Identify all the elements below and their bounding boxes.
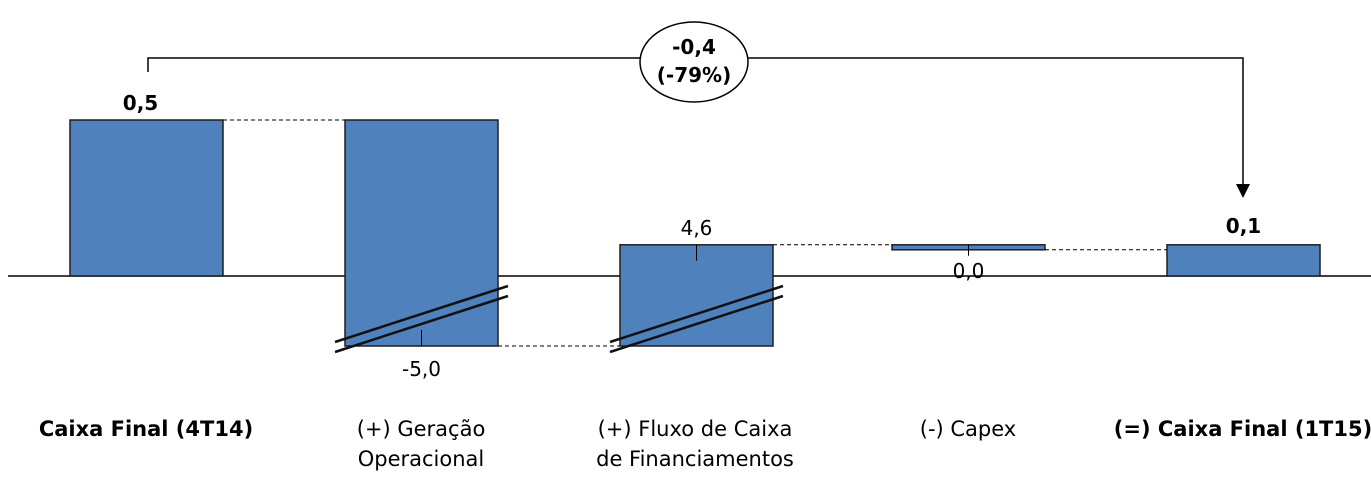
- value-label-3: 0,0: [953, 259, 985, 283]
- change-annotation-percent: (-79%): [657, 63, 731, 87]
- bar-2: [619, 244, 774, 347]
- bar-1: [344, 119, 499, 347]
- value-label-4: 0,1: [1226, 214, 1261, 238]
- axis-break-line-b-2: [609, 294, 784, 354]
- value-label-1: -5,0: [402, 357, 441, 381]
- axis-break-line-a-1: [334, 284, 509, 344]
- category-label-geracao-operacional: (+) Geração Operacional: [356, 417, 486, 471]
- bar-0: [69, 119, 224, 277]
- category-label-caixa-final-4t14: Caixa Final (4T14): [38, 417, 254, 441]
- category-label-caixa-final-1t15: (=) Caixa Final (1T15): [1113, 417, 1371, 441]
- category-label-capex: (-) Capex: [919, 417, 1017, 441]
- value-label-2: 4,6: [681, 216, 713, 240]
- value-label-0: 0,5: [123, 91, 158, 115]
- axis-break-line-b-1: [334, 294, 509, 354]
- change-bracket-right: [748, 57, 1244, 186]
- change-arrowhead: [1236, 184, 1250, 198]
- bar-4: [1166, 244, 1321, 277]
- axis-break-line-a-2: [609, 284, 784, 344]
- change-annotation-ellipse: [639, 21, 749, 103]
- change-annotation-value: -0,4: [672, 35, 716, 59]
- change-bracket-left: [147, 57, 640, 72]
- category-label-fluxo-financiamentos: (+) Fluxo de Caixa de Financiamentos: [596, 417, 794, 471]
